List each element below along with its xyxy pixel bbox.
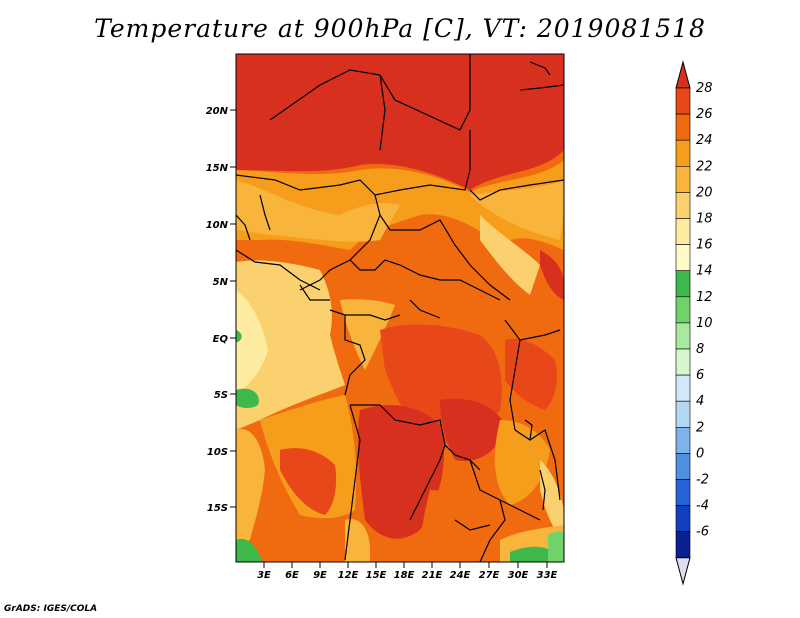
lon-label: 27E bbox=[479, 570, 500, 581]
lat-tick: EQ bbox=[213, 334, 236, 345]
lat-label: 10S bbox=[207, 447, 228, 458]
lat-tick: 15N bbox=[206, 163, 236, 174]
field-coast-cool bbox=[236, 260, 345, 430]
lon-label: 9E bbox=[313, 570, 327, 581]
colorbar-label: 10 bbox=[696, 316, 713, 331]
colorbar-label: 18 bbox=[696, 212, 713, 227]
lon-label: 33E bbox=[537, 570, 558, 581]
colorbar-swatch bbox=[675, 218, 691, 245]
lon-label: 12E bbox=[338, 570, 359, 581]
colorbar-label: 24 bbox=[696, 133, 713, 148]
colorbar-label: 4 bbox=[696, 394, 704, 409]
colorbar-swatch bbox=[675, 166, 691, 193]
field-cold-west bbox=[236, 388, 259, 409]
lat-label: 5N bbox=[213, 277, 229, 288]
lat-label: 5S bbox=[214, 390, 228, 401]
lon-label: 30E bbox=[508, 570, 529, 581]
colorbar-swatch bbox=[675, 453, 691, 480]
colorbar-swatch bbox=[675, 296, 691, 324]
lon-tick: 21E bbox=[422, 562, 443, 581]
lon-tick: 30E bbox=[508, 562, 529, 581]
lon-tick: 24E bbox=[450, 562, 471, 581]
lat-tick: 5N bbox=[213, 277, 236, 288]
colorbar-swatch bbox=[675, 426, 691, 454]
colorbar-swatch bbox=[675, 348, 691, 376]
colorbar-label: 28 bbox=[696, 81, 713, 96]
colorbar-swatch bbox=[675, 270, 691, 298]
field-angola-hot bbox=[357, 405, 444, 539]
lon-tick: 18E bbox=[394, 562, 415, 581]
lon-tick: 33E bbox=[537, 562, 558, 581]
lon-label: 15E bbox=[366, 570, 387, 581]
lat-label: 15S bbox=[207, 503, 228, 514]
lon-label: 3E bbox=[257, 570, 271, 581]
longitude-axis: 3E 6E 9E 12E 15E 18E 21E 24E 27E 30E 33E bbox=[257, 562, 558, 581]
colorbar-label: 12 bbox=[696, 290, 713, 305]
colorbar-top-arrow bbox=[675, 60, 691, 89]
map-frame bbox=[235, 53, 565, 563]
lon-label: 18E bbox=[394, 570, 415, 581]
country-borders bbox=[236, 54, 564, 562]
colorbar-label: 16 bbox=[696, 238, 713, 253]
lon-label: 21E bbox=[422, 570, 443, 581]
field-cold-se bbox=[510, 546, 550, 562]
lon-tick: 27E bbox=[479, 562, 500, 581]
lon-tick: 3E bbox=[257, 562, 271, 581]
colorbar-swatch bbox=[675, 322, 691, 350]
lon-tick: 12E bbox=[338, 562, 359, 581]
lat-label: 10N bbox=[206, 220, 229, 231]
lon-tick: 6E bbox=[285, 562, 299, 581]
lat-tick: 10S bbox=[207, 447, 236, 458]
colorbar-label: -6 bbox=[696, 525, 709, 540]
lat-label: 15N bbox=[206, 163, 229, 174]
colorbar-swatch bbox=[675, 505, 691, 533]
lat-tick: 20N bbox=[206, 106, 236, 117]
colorbar-swatch bbox=[675, 531, 691, 559]
latitude-axis: 20N 15N 10N 5N EQ 5S 10S 15S bbox=[206, 106, 236, 514]
lat-tick: 5S bbox=[214, 390, 236, 401]
field-north-hot bbox=[236, 54, 564, 190]
colorbar-label: 6 bbox=[696, 368, 704, 383]
colorbar-swatch bbox=[675, 374, 691, 402]
colorbar-label: 14 bbox=[696, 264, 713, 279]
temperature-field bbox=[236, 54, 564, 562]
lat-label: EQ bbox=[213, 334, 229, 345]
lat-tick: 15S bbox=[207, 503, 236, 514]
lon-tick: 15E bbox=[366, 562, 387, 581]
colorbar-swatch bbox=[675, 192, 691, 219]
colorbar-label: 8 bbox=[696, 342, 704, 357]
colorbar-swatch bbox=[675, 113, 691, 141]
colorbar-label: 22 bbox=[696, 159, 713, 174]
grads-credit: GrADS: IGES/COLA bbox=[4, 604, 98, 614]
colorbar-label: -2 bbox=[696, 473, 709, 488]
lon-tick: 9E bbox=[313, 562, 327, 581]
colorbar-bottom-arrow bbox=[675, 557, 691, 586]
colorbar-swatch bbox=[675, 479, 691, 506]
colorbar-label: 2 bbox=[696, 420, 704, 435]
colorbar-swatch bbox=[675, 400, 691, 428]
lat-tick: 10N bbox=[206, 220, 236, 231]
lon-label: 6E bbox=[285, 570, 299, 581]
colorbar-label: -4 bbox=[696, 499, 709, 514]
field-nigeria bbox=[236, 180, 400, 242]
colorbar-swatch bbox=[675, 87, 691, 115]
colorbar-label: 0 bbox=[696, 446, 704, 461]
map-title: Temperature at 900hPa [C], VT: 201908151… bbox=[94, 14, 706, 43]
lon-label: 24E bbox=[450, 570, 471, 581]
colorbar-label: 26 bbox=[696, 107, 713, 122]
lat-label: 20N bbox=[206, 106, 229, 117]
colorbar-swatch bbox=[675, 244, 691, 272]
colorbar-label: 20 bbox=[696, 185, 713, 200]
colorbar-swatch bbox=[675, 139, 691, 167]
